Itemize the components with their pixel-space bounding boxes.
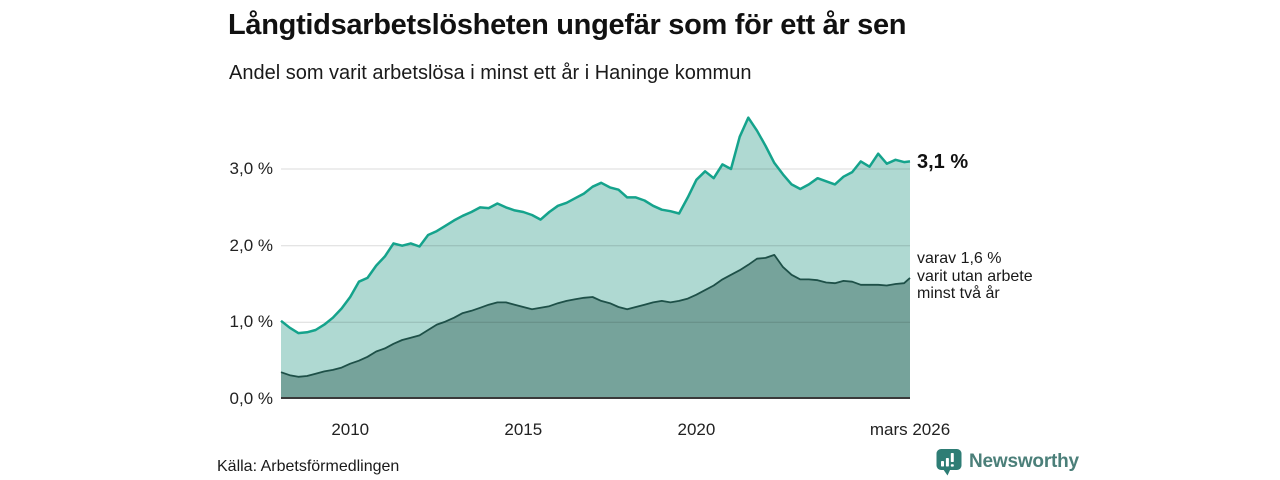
y-tick-label: 3,0 % xyxy=(229,159,273,179)
chart-title: Långtidsarbetslösheten ungefär som för e… xyxy=(228,9,907,41)
series1-end-value-label: 3,1 % xyxy=(917,151,969,173)
series2-end-label-line2: varit utan arbete xyxy=(917,267,1033,285)
area-chart-canvas xyxy=(280,116,911,399)
y-tick-label: 2,0 % xyxy=(229,235,273,255)
x-tick-label: mars 2026 xyxy=(869,420,951,439)
chart-subtitle: Andel som varit arbetslösa i minst ett å… xyxy=(229,62,752,84)
x-tick-label: 2020 xyxy=(677,420,716,439)
series2-end-label-line3: minst två år xyxy=(917,285,1000,302)
series1-line xyxy=(280,116,911,335)
y-tick-label: 1,0 % xyxy=(229,312,273,332)
brand-logo: Newsworthy xyxy=(936,448,1079,476)
x-tick-label: 2010 xyxy=(331,420,370,439)
y-tick-label: 0,0 % xyxy=(229,389,273,408)
x-tick-label: 2015 xyxy=(504,420,543,439)
newsworthy-chart-bubble-icon xyxy=(936,449,962,476)
series2-end-label-line1: varav 1,6 % xyxy=(917,250,1002,267)
series2-line xyxy=(280,254,911,378)
source-label: Källa: Arbetsförmedlingen xyxy=(217,458,400,475)
series2-end-value-label: varav 1,6 % varit utan arbete minst två … xyxy=(917,250,1033,303)
series2-area xyxy=(281,254,910,399)
plot-area xyxy=(280,110,911,399)
brand-name: Newsworthy xyxy=(969,451,1079,472)
